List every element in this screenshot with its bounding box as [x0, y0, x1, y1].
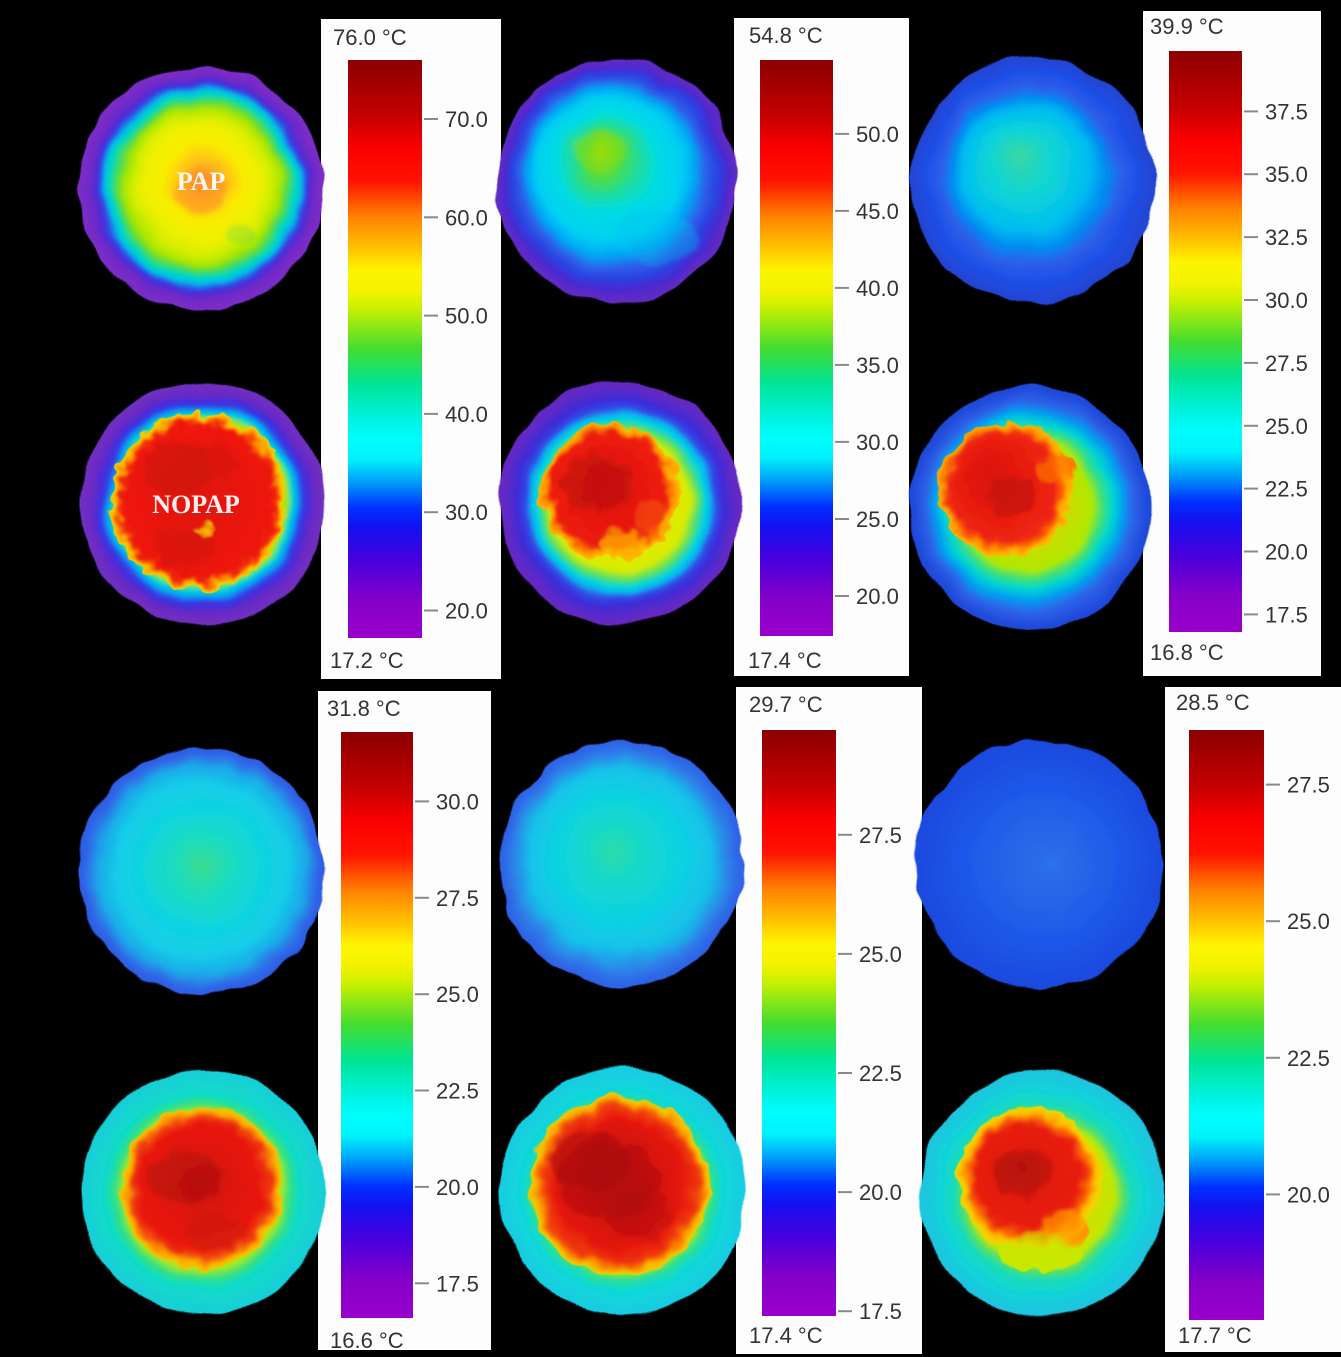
- svg-text:17.2 °C: 17.2 °C: [330, 648, 404, 673]
- svg-text:30.0: 30.0: [856, 430, 899, 455]
- svg-text:16.6 °C: 16.6 °C: [330, 1328, 404, 1353]
- svg-text:28.5 °C: 28.5 °C: [1176, 690, 1250, 715]
- svg-text:17.5: 17.5: [436, 1271, 479, 1296]
- svg-text:30.0: 30.0: [436, 789, 479, 814]
- svg-text:35.0: 35.0: [856, 353, 899, 378]
- svg-text:54.8 °C: 54.8 °C: [749, 23, 823, 48]
- svg-text:22.5: 22.5: [859, 1061, 902, 1086]
- svg-text:39.9 °C: 39.9 °C: [1150, 14, 1224, 39]
- svg-text:25.0: 25.0: [859, 942, 902, 967]
- svg-text:17.5: 17.5: [1265, 602, 1308, 627]
- svg-text:25.0: 25.0: [856, 507, 899, 532]
- svg-text:20.0: 20.0: [1265, 540, 1308, 565]
- svg-text:16.8 °C: 16.8 °C: [1150, 640, 1224, 665]
- svg-text:25.0: 25.0: [436, 982, 479, 1007]
- svg-text:20.0: 20.0: [1287, 1182, 1330, 1207]
- svg-text:17.5: 17.5: [859, 1299, 902, 1324]
- svg-text:25.0: 25.0: [1287, 909, 1330, 934]
- svg-text:27.5: 27.5: [436, 886, 479, 911]
- svg-text:22.5: 22.5: [1287, 1046, 1330, 1071]
- svg-text:20.0: 20.0: [436, 1175, 479, 1200]
- svg-text:76.0 °C: 76.0 °C: [333, 25, 407, 50]
- svg-text:60.0: 60.0: [445, 205, 488, 230]
- svg-text:45.0: 45.0: [856, 199, 899, 224]
- svg-text:50.0: 50.0: [445, 304, 488, 329]
- svg-text:30.0: 30.0: [1265, 288, 1308, 313]
- svg-text:17.4 °C: 17.4 °C: [748, 648, 822, 673]
- svg-text:50.0: 50.0: [856, 122, 899, 147]
- svg-text:37.5: 37.5: [1265, 99, 1308, 124]
- svg-text:31.8 °C: 31.8 °C: [327, 696, 401, 721]
- svg-text:17.4 °C: 17.4 °C: [749, 1323, 823, 1348]
- svg-text:40.0: 40.0: [856, 276, 899, 301]
- svg-text:30.0: 30.0: [445, 500, 488, 525]
- svg-text:25.0: 25.0: [1265, 414, 1308, 439]
- svg-text:20.0: 20.0: [859, 1180, 902, 1205]
- svg-text:NOPAP: NOPAP: [152, 490, 240, 519]
- svg-text:70.0: 70.0: [445, 107, 488, 132]
- svg-text:17.7 °C: 17.7 °C: [1178, 1323, 1252, 1348]
- svg-text:PAP: PAP: [177, 167, 226, 196]
- svg-text:27.5: 27.5: [1265, 351, 1308, 376]
- svg-text:22.5: 22.5: [436, 1079, 479, 1104]
- svg-text:29.7 °C: 29.7 °C: [749, 692, 823, 717]
- svg-text:20.0: 20.0: [856, 584, 899, 609]
- svg-text:35.0: 35.0: [1265, 162, 1308, 187]
- svg-text:27.5: 27.5: [1287, 773, 1330, 798]
- svg-text:40.0: 40.0: [445, 402, 488, 427]
- svg-text:22.5: 22.5: [1265, 477, 1308, 502]
- svg-text:20.0: 20.0: [445, 599, 488, 624]
- svg-text:32.5: 32.5: [1265, 225, 1308, 250]
- svg-text:27.5: 27.5: [859, 823, 902, 848]
